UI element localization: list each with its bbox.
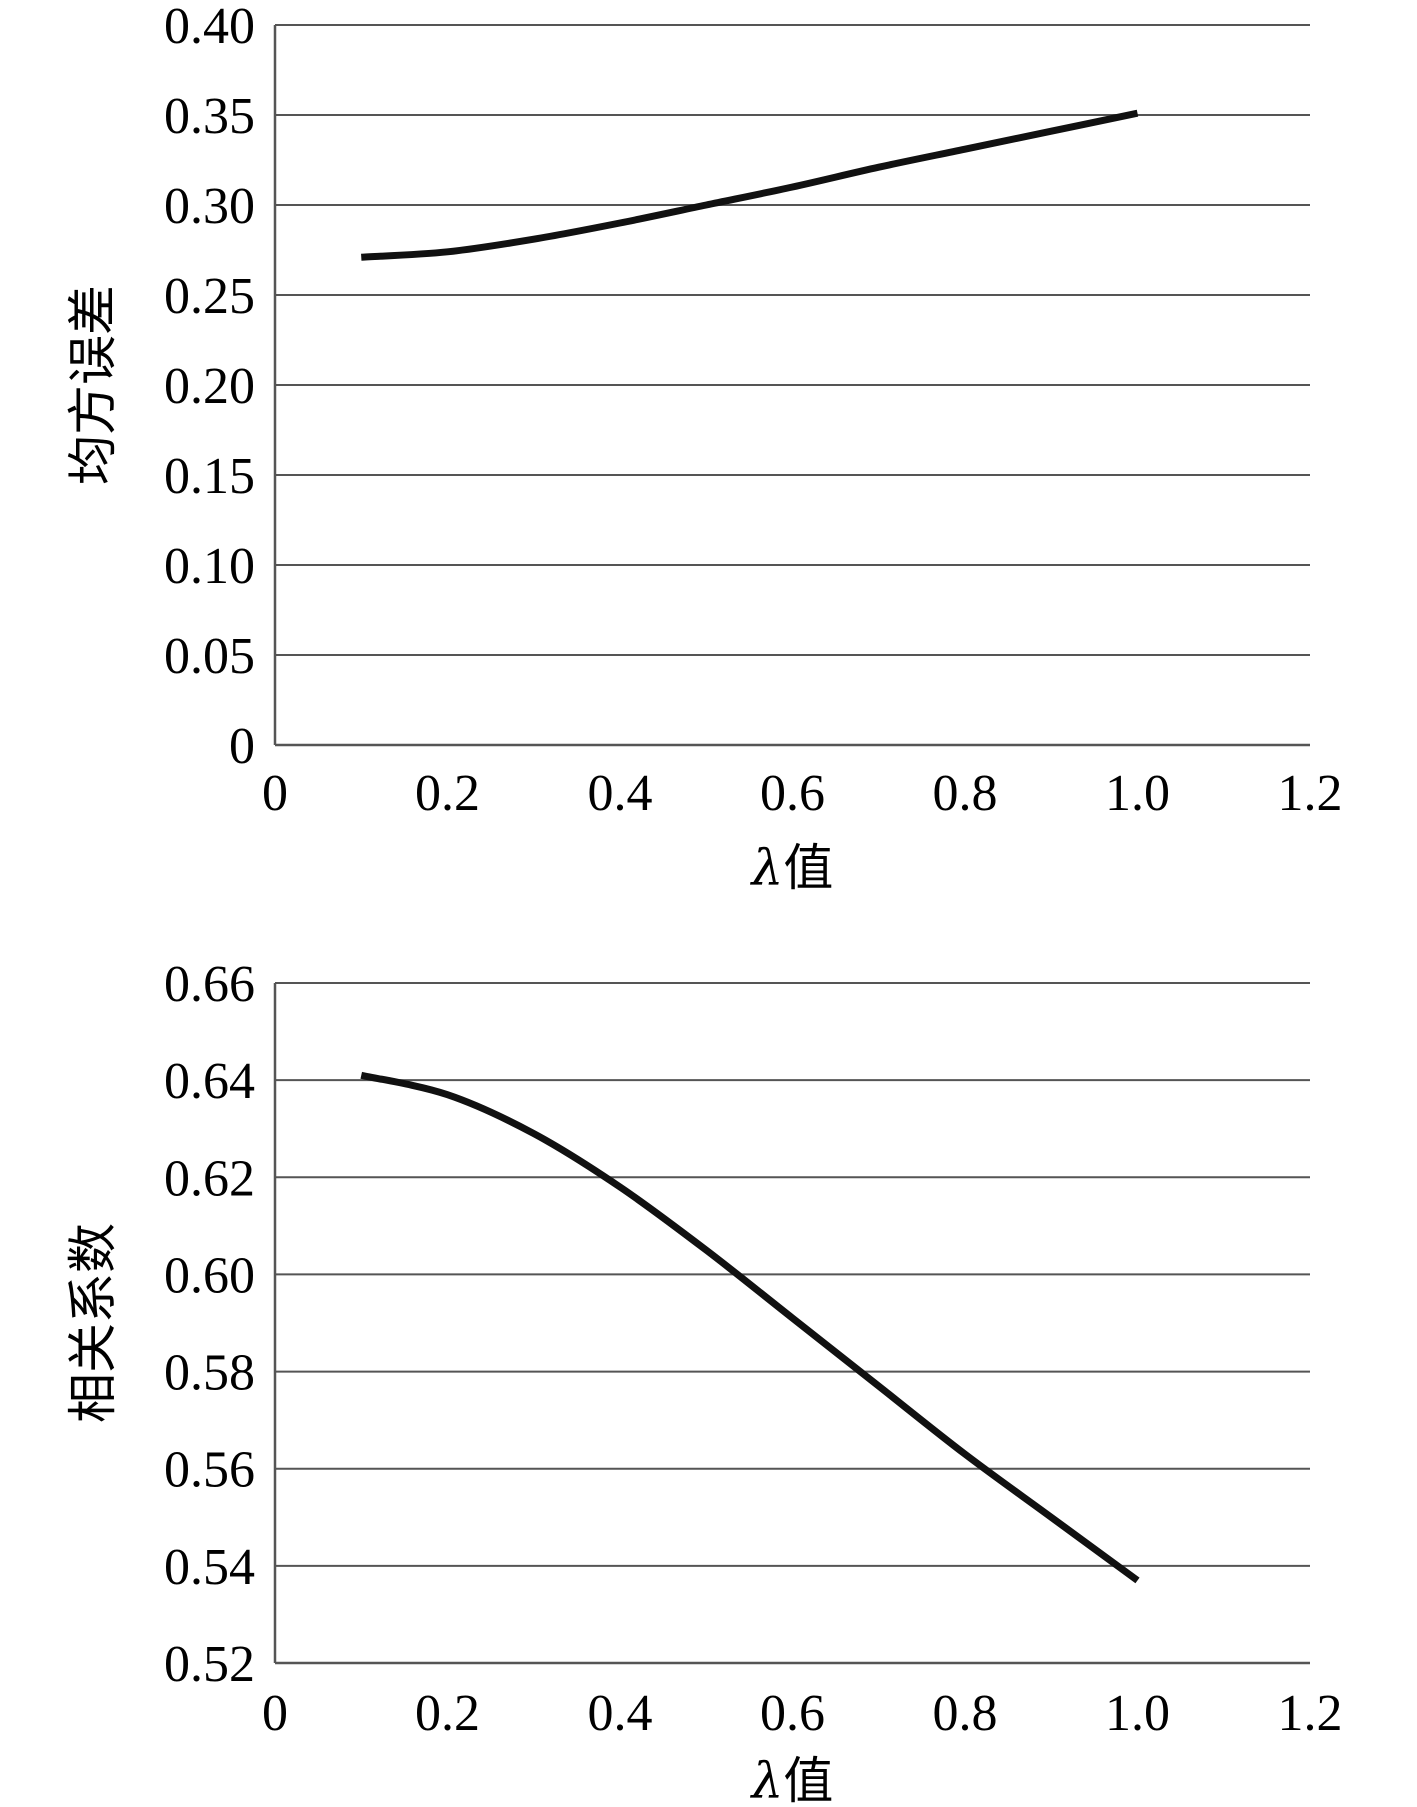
x-tick-label: 1.2 [1278, 765, 1343, 822]
y-tick-label: 0.58 [164, 1345, 255, 1402]
y-tick-label: 0.66 [164, 956, 255, 1013]
x-tick-label: 0.6 [760, 765, 825, 822]
y-tick-label: 0.56 [164, 1442, 255, 1499]
correlation-chart: 0.52 0.54 0.56 0.58 0.60 0.62 0.64 0.66 0 0.2 0.4 0… [64, 956, 1343, 1807]
x-tick-label: 0.2 [415, 765, 480, 822]
y-tick-label: 0.20 [164, 358, 255, 415]
series-line [361, 109, 1139, 261]
x-tick-label: 1.0 [1105, 765, 1170, 822]
y-tick-label: 0.35 [164, 88, 255, 145]
y-axis-title: 相关系数 [64, 1223, 122, 1423]
x-axis-title-symbol: λ [750, 839, 784, 897]
x-tick-label: 0.4 [588, 1685, 653, 1742]
x-tick-label: 0.4 [588, 765, 653, 822]
x-tick-label: 0.6 [760, 1685, 825, 1742]
x-axis-title: λ值 [750, 1752, 834, 1807]
y-tick-label: 0.62 [164, 1150, 255, 1207]
mse-chart: 0 0.05 0.10 0.15 0.20 0.25 0.30 0.35 0.40 0 0.2 0.4… [64, 0, 1343, 897]
y-tick-label: 0.64 [164, 1053, 255, 1110]
y-tick-label: 0.10 [164, 538, 255, 595]
y-tick-label: 0.60 [164, 1247, 255, 1304]
x-tick-label: 1.0 [1105, 1685, 1170, 1742]
y-axis-title: 均方误差 [64, 285, 122, 485]
y-tick-label: 0.25 [164, 268, 255, 325]
y-tick-label: 0.15 [164, 448, 255, 505]
x-tick-label: 0.2 [415, 1685, 480, 1742]
y-tick-label: 0.30 [164, 178, 255, 235]
x-tick-label: 0 [262, 1685, 288, 1742]
x-tick-label: 0.8 [933, 1685, 998, 1742]
y-tick-label: 0.52 [164, 1636, 255, 1693]
x-tick-label: 0 [262, 765, 288, 822]
y-tick-label: 0.40 [164, 0, 255, 55]
y-tick-label: 0 [229, 718, 255, 775]
y-tick-label: 0.05 [164, 628, 255, 685]
y-tick-label: 0.54 [164, 1539, 255, 1596]
series-line [360, 1071, 1140, 1584]
x-tick-label: 0.8 [933, 765, 998, 822]
x-axis-title-text: 值 [783, 839, 833, 897]
x-axis-title-text: 值 [783, 1752, 833, 1807]
x-axis-title-symbol: λ [750, 1752, 784, 1807]
x-axis-title: λ值 [750, 839, 834, 897]
x-tick-label: 1.2 [1278, 1685, 1343, 1742]
